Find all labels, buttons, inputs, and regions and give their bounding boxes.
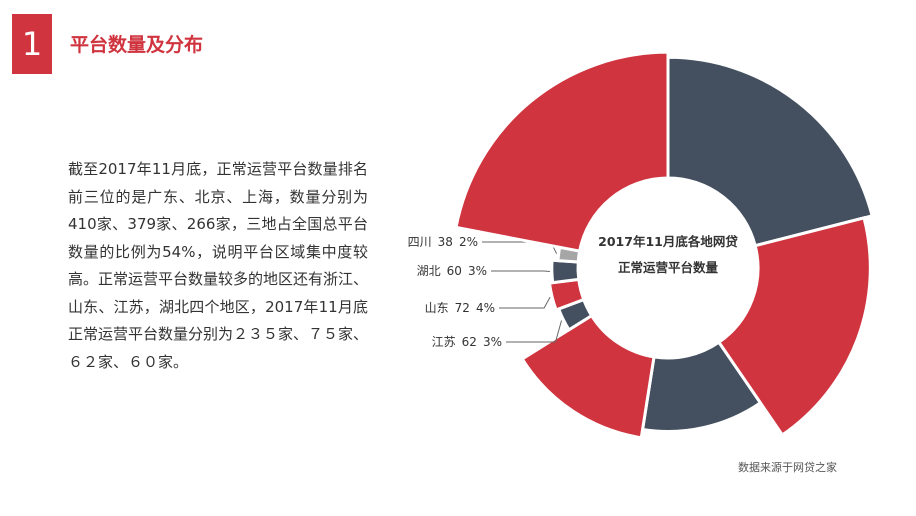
value-label: 62 bbox=[462, 335, 477, 349]
category-label: 江苏 bbox=[432, 335, 456, 349]
category-label: 四川 bbox=[408, 235, 432, 249]
section-number: 1 bbox=[12, 14, 52, 74]
category-label: 山东 bbox=[425, 301, 449, 315]
rose-slice bbox=[547, 277, 586, 312]
rose-slice bbox=[666, 55, 874, 248]
leader-line bbox=[491, 270, 550, 273]
value-label: 38 bbox=[438, 235, 453, 249]
section-title: 平台数量及分布 bbox=[70, 34, 204, 56]
value-label: 72 bbox=[455, 301, 470, 315]
paragraph: 截至2017年11月底，正常运营平台数量排名前三位的是广东、北京、上海，数量分别… bbox=[68, 160, 369, 371]
data-label: 湖北 60 3% bbox=[417, 263, 487, 278]
rose-slice bbox=[520, 313, 656, 440]
rose-slice bbox=[640, 340, 763, 433]
leader-line bbox=[506, 320, 562, 343]
percent-label: 3% bbox=[468, 264, 487, 278]
chart-subtitle: 正常运营平台数量 bbox=[618, 260, 719, 275]
rose-slice bbox=[550, 258, 581, 285]
data-label: 山东 72 4% bbox=[425, 301, 495, 315]
percent-label: 4% bbox=[476, 301, 495, 315]
source-note: 数据来源于网贷之家 bbox=[738, 461, 837, 474]
category-label: 湖北 bbox=[417, 263, 441, 278]
leader-line bbox=[499, 296, 551, 309]
data-label: 四川 38 2% bbox=[408, 235, 478, 249]
chart-title: 2017年11月底各地网贷 bbox=[598, 234, 738, 249]
rose-slice bbox=[454, 50, 670, 253]
data-label: 江苏 62 3% bbox=[432, 335, 502, 349]
percent-label: 3% bbox=[483, 335, 502, 349]
rose-slice bbox=[716, 216, 872, 438]
value-label: 60 bbox=[447, 264, 462, 278]
percent-label: 2% bbox=[459, 235, 478, 249]
